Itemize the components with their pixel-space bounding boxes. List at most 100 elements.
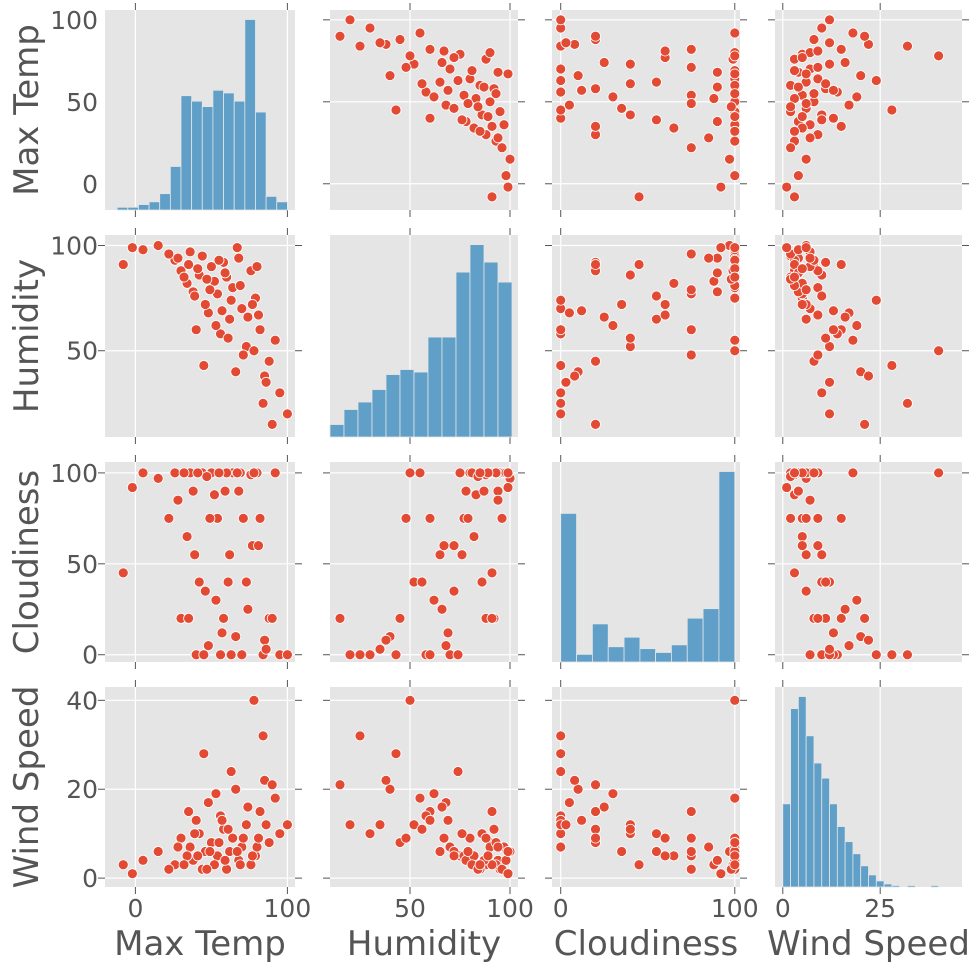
scatter-point xyxy=(839,57,851,68)
panel xyxy=(552,455,740,669)
x-tick-label: 0 xyxy=(553,894,569,923)
scatter-point xyxy=(237,512,249,524)
scatter-point xyxy=(172,841,184,853)
scatter-point xyxy=(482,850,494,862)
scatter-point xyxy=(474,467,486,479)
scatter-point xyxy=(555,841,567,853)
scatter-point xyxy=(442,84,454,96)
panel xyxy=(768,455,969,669)
scatter-point xyxy=(187,485,199,497)
scatter-point xyxy=(789,65,800,77)
histogram-bar xyxy=(127,206,139,211)
scatter-point xyxy=(213,837,225,848)
scatter-point xyxy=(390,748,402,760)
scatter-point xyxy=(502,482,514,493)
scatter-point xyxy=(189,549,201,561)
scatter-point xyxy=(808,34,820,45)
scatter-point xyxy=(452,75,464,86)
histogram-bar xyxy=(180,95,193,211)
scatter-point xyxy=(590,120,601,132)
histogram-bar xyxy=(265,195,278,211)
panel xyxy=(323,3,525,217)
scatter-point xyxy=(933,50,945,62)
histogram-bar xyxy=(623,636,641,663)
scatter-point xyxy=(215,649,226,661)
scatter-point xyxy=(209,489,220,501)
scatter-point xyxy=(204,284,216,296)
scatter-point xyxy=(428,594,440,606)
scatter-point xyxy=(590,259,601,270)
scatter-point xyxy=(263,837,275,848)
histogram-bar xyxy=(159,193,171,211)
histogram-bar xyxy=(223,92,235,211)
scatter-point xyxy=(172,494,184,506)
scatter-point xyxy=(560,37,572,49)
y-tick-label: 0 xyxy=(82,864,98,893)
scatter-point xyxy=(199,299,211,310)
x-tick-label: 100 xyxy=(264,894,312,923)
scatter-point xyxy=(870,75,882,86)
scatter-point xyxy=(607,788,619,800)
scatter-point xyxy=(555,75,567,86)
scatter-point xyxy=(796,299,808,310)
scatter-point xyxy=(442,627,454,639)
x-axis-label: Wind Speed xyxy=(767,924,970,964)
scatter-point xyxy=(266,418,278,430)
scatter-point xyxy=(234,280,246,291)
histogram-bar xyxy=(639,648,656,663)
histogram-bar xyxy=(413,371,429,438)
x-tick-label: 0 xyxy=(127,894,143,923)
y-axis-label: Wind Speed xyxy=(7,686,47,889)
scatter-point xyxy=(492,841,504,853)
scatter-point xyxy=(216,305,228,317)
scatter-point xyxy=(839,603,851,615)
scatter-point xyxy=(478,485,490,497)
scatter-point xyxy=(711,66,723,78)
y-tick-label: 100 xyxy=(50,6,98,35)
scatter-point xyxy=(440,640,452,652)
panel xyxy=(98,455,302,669)
scatter-point xyxy=(210,788,222,800)
scatter-point xyxy=(835,120,847,132)
scatter-point xyxy=(502,846,514,857)
scatter-point xyxy=(242,801,254,813)
scatter-point xyxy=(394,34,406,45)
scatter-point xyxy=(812,612,824,624)
scatter-point xyxy=(478,81,490,93)
scatter-point xyxy=(216,627,228,639)
scatter-point xyxy=(560,819,572,831)
scatter-point xyxy=(474,125,486,137)
scatter-point xyxy=(633,859,645,871)
scatter-point xyxy=(424,649,436,661)
scatter-point xyxy=(555,766,567,777)
scatter-point xyxy=(886,649,898,661)
scatter-point xyxy=(590,832,601,844)
scatter-point xyxy=(902,40,913,52)
scatter-point xyxy=(190,324,202,336)
scatter-point xyxy=(224,313,236,325)
histogram-bar xyxy=(255,111,267,211)
scatter-point xyxy=(789,467,800,479)
scatter-point xyxy=(260,643,272,655)
panel-background xyxy=(330,10,518,210)
scatter-point xyxy=(590,779,601,791)
scatter-point xyxy=(824,14,835,26)
scatter-point xyxy=(428,788,440,800)
histogram-bar xyxy=(782,803,791,888)
scatter-point xyxy=(685,349,697,361)
scatter-point xyxy=(492,132,504,144)
histogram-bar xyxy=(276,201,288,211)
scatter-point xyxy=(616,102,628,114)
scatter-point xyxy=(222,823,234,835)
scatter-point xyxy=(824,643,835,655)
histogram-bar xyxy=(148,201,161,211)
scatter-point xyxy=(219,267,231,279)
scatter-point xyxy=(729,792,741,804)
scatter-point xyxy=(281,649,293,661)
scatter-point xyxy=(685,846,697,857)
scatter-point xyxy=(685,832,697,844)
scatter-point xyxy=(859,418,871,430)
scatter-point xyxy=(828,627,839,639)
histogram-bar xyxy=(116,206,129,211)
scatter-point xyxy=(202,640,214,652)
